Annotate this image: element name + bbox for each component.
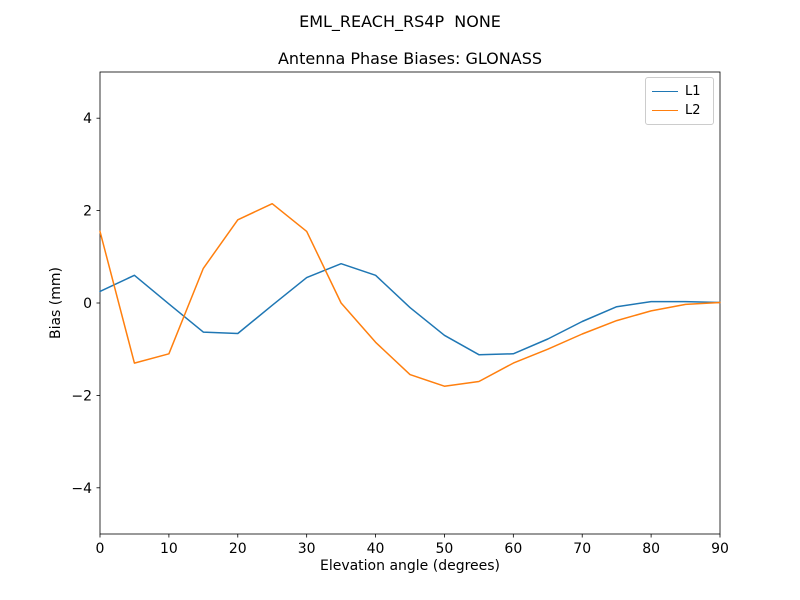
legend-line-swatch-l2 xyxy=(652,109,678,111)
x-tick-label: 80 xyxy=(642,541,660,557)
x-tick-label: 10 xyxy=(160,541,178,557)
y-tick-label: 0 xyxy=(83,296,92,312)
figure-title: EML_REACH_RS4P NONE xyxy=(299,12,501,31)
y-tick-label: 4 xyxy=(83,111,92,127)
axes-title: Antenna Phase Biases: GLONASS xyxy=(277,49,542,68)
x-tick-label: 0 xyxy=(96,541,105,557)
x-tick-label: 50 xyxy=(436,541,454,557)
x-tick-label: 90 xyxy=(711,541,729,557)
y-axis-label: Bias (mm) xyxy=(48,266,64,340)
x-tick-label: 70 xyxy=(573,541,591,557)
legend-item-l2: L2 xyxy=(652,104,707,117)
y-tick-label: −4 xyxy=(71,481,92,497)
legend-line-swatch-l1 xyxy=(652,91,678,93)
y-tick-label: −2 xyxy=(71,388,92,404)
x-tick-label: 30 xyxy=(298,541,316,557)
legend: L1 L2 xyxy=(645,77,714,125)
legend-item-l1: L1 xyxy=(652,85,707,98)
legend-label-l2: L2 xyxy=(685,102,701,118)
legend-label-l1: L1 xyxy=(685,84,701,100)
series-line-l1 xyxy=(99,262,721,356)
axes-box xyxy=(99,71,721,535)
x-tick-label: 60 xyxy=(504,541,522,557)
x-tick-label: 40 xyxy=(367,541,385,557)
x-tick-label: 20 xyxy=(229,541,247,557)
series-line-l2 xyxy=(99,202,721,387)
y-tick-label: 2 xyxy=(83,204,92,220)
x-axis-label: Elevation angle (degrees) xyxy=(319,558,501,574)
